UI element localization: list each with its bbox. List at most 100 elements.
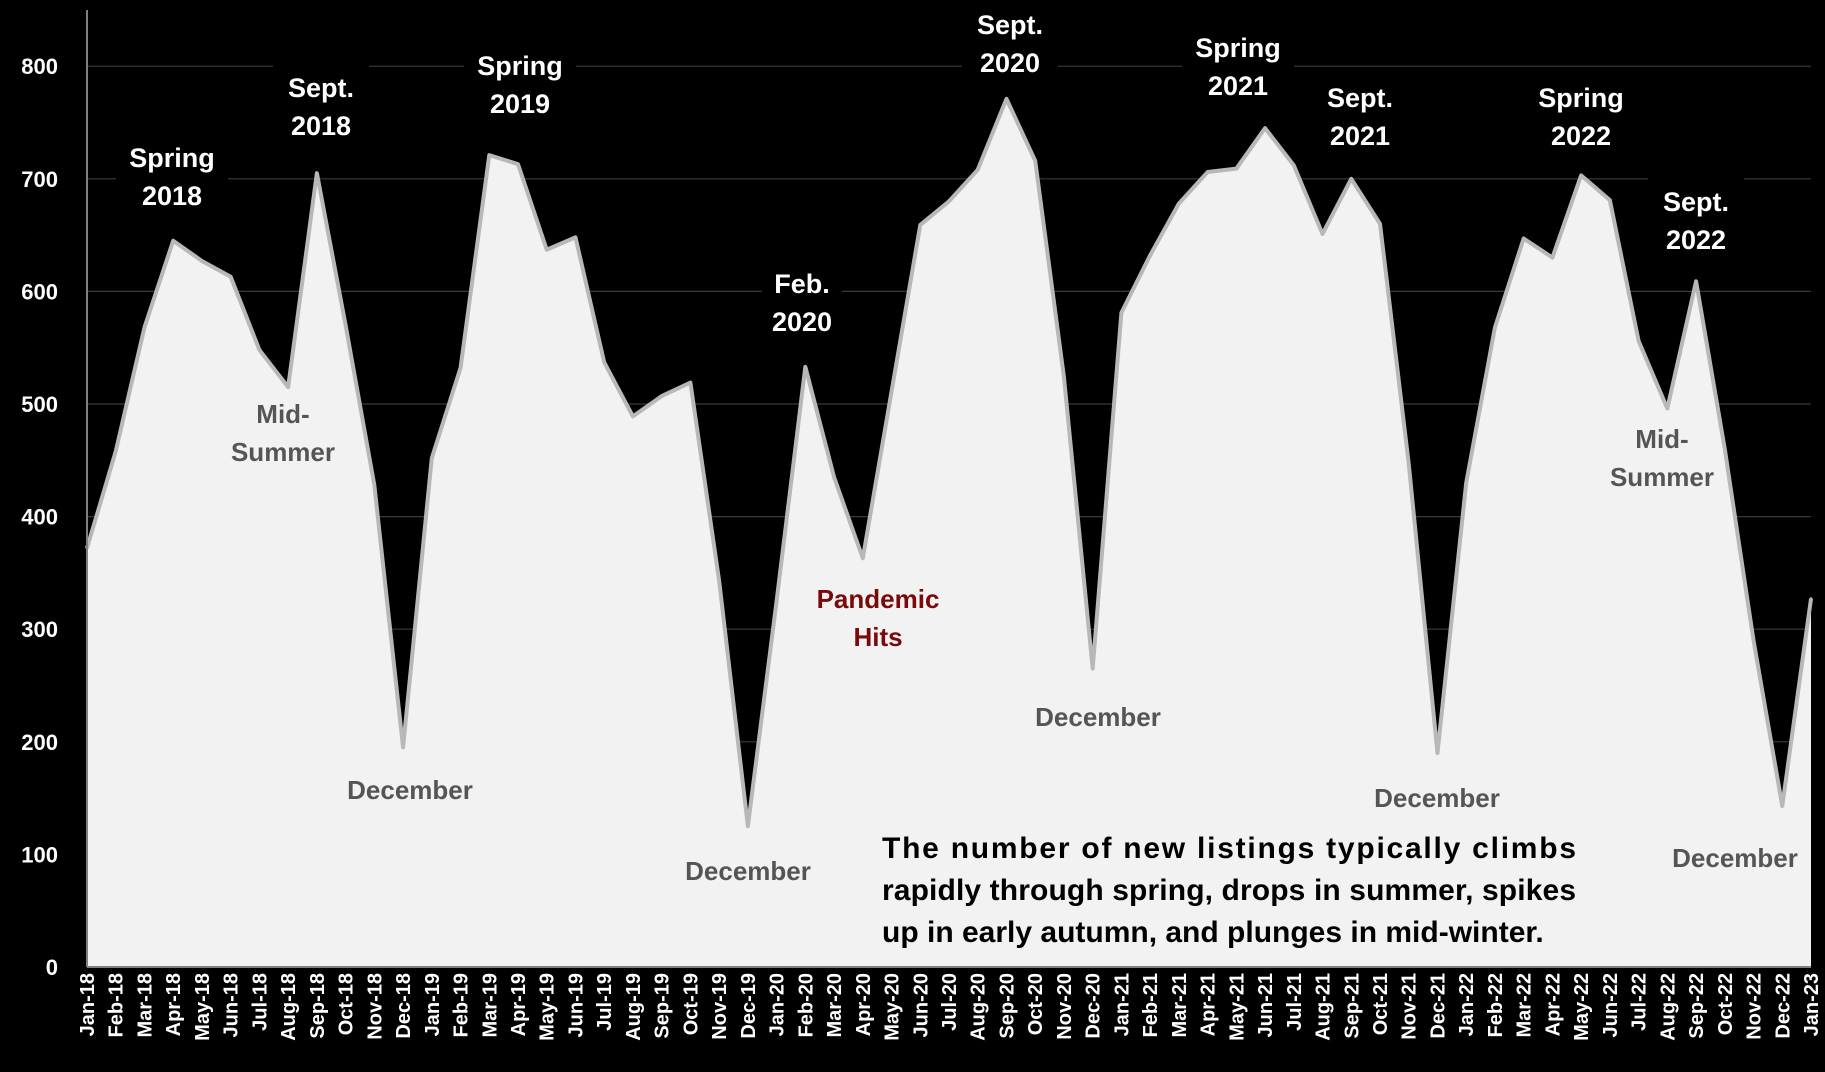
area-fill [87, 98, 1811, 968]
data-point [1234, 167, 1238, 171]
x-tick-label: Oct-19 [680, 973, 702, 1035]
note-text: The number of new listings typically cli… [882, 832, 1576, 949]
x-tick-label: Jun-18 [221, 973, 243, 1037]
x-tick-label: Mar-18 [134, 973, 156, 1037]
x-tick-label: Apr-19 [508, 973, 530, 1036]
x-tick-label: Aug-20 [968, 973, 990, 1041]
data-point [1522, 236, 1526, 240]
data-point [1435, 751, 1439, 755]
y-tick-label: 700 [21, 167, 58, 192]
x-tick-label: Mar-19 [479, 973, 501, 1037]
x-tick-label: Dec-21 [1427, 973, 1449, 1039]
data-point [430, 456, 434, 460]
data-point [1263, 126, 1267, 130]
data-point [688, 381, 692, 385]
annotation-spring-2018: Spring 2018 [129, 143, 215, 211]
x-tick-label: Dec-22 [1772, 973, 1794, 1039]
y-tick-label: 300 [21, 617, 58, 642]
data-point [976, 168, 980, 172]
area-series [85, 96, 1813, 968]
annotation-pandemic-hits: Pandemic Hits [817, 584, 940, 652]
annotation-mask [464, 36, 576, 116]
x-tick-label: Jan-18 [77, 973, 99, 1036]
data-point [631, 414, 635, 418]
data-point [487, 153, 491, 157]
data-point [1177, 202, 1181, 206]
x-tick-label: Feb-20 [795, 973, 817, 1037]
x-tick-label: Nov-22 [1744, 973, 1766, 1040]
data-point [545, 248, 549, 252]
annotation-mask [1525, 68, 1637, 148]
x-tick-label: Nov-18 [364, 973, 386, 1040]
data-point [1033, 159, 1037, 163]
data-point [1608, 198, 1612, 202]
annotation-sept-2022: Sept. 2022 [1663, 187, 1729, 255]
data-point [1349, 177, 1353, 181]
data-point [171, 239, 175, 243]
annotation-december-2021: December [1374, 783, 1500, 813]
annotation-spring-2022: Spring 2022 [1538, 83, 1624, 151]
x-tick-label: Dec-19 [738, 973, 760, 1039]
y-tick-label: 800 [21, 54, 58, 79]
data-point [1321, 232, 1325, 236]
data-point [229, 275, 233, 279]
x-tick-label: Sep-22 [1686, 973, 1708, 1039]
data-point [890, 390, 894, 394]
data-point [1148, 253, 1152, 257]
note-line: up in early autumn, and plunges in mid-w… [882, 916, 1544, 949]
annotation-sept-2020: Sept. 2020 [977, 10, 1043, 78]
annotations: Spring 2018 Sept. 2018 Mid-Summer December Spr… [116, 0, 1798, 886]
data-point [459, 366, 463, 370]
annotation-spring-2019: Spring 2019 [477, 51, 563, 119]
x-tick-label: Apr-18 [163, 973, 185, 1036]
data-point [200, 259, 204, 263]
y-tick-label: 100 [21, 842, 58, 867]
annotation-spring-2021: Spring 2021 [1195, 33, 1281, 101]
annotation-mid-summer-2022: Mid-Summer [1610, 424, 1714, 492]
data-point [1206, 170, 1210, 174]
x-tick-label: Mar-21 [1169, 973, 1191, 1037]
x-tick-label: Mar-22 [1514, 973, 1536, 1037]
data-point [832, 475, 836, 479]
data-point [1119, 311, 1123, 315]
x-tick-label: Jan-22 [1456, 973, 1478, 1036]
annotation-mask [1648, 172, 1744, 252]
annotation-december-2022: December [1672, 843, 1798, 873]
x-tick-label: Aug-18 [278, 973, 300, 1041]
annotation-mask [962, 0, 1058, 75]
x-tick-label: Apr-22 [1542, 973, 1564, 1036]
x-tick-label: Mar-20 [824, 973, 846, 1037]
data-point [315, 171, 319, 175]
data-point [1378, 222, 1382, 226]
x-tick-label: Jul-18 [249, 973, 271, 1031]
data-point [344, 323, 348, 327]
data-point [401, 745, 405, 749]
data-point [947, 199, 951, 203]
x-tick-label: Jun-21 [1255, 973, 1277, 1037]
annotation-mask [1182, 18, 1294, 98]
y-tick-label: 400 [21, 505, 58, 530]
x-tick-label: May-19 [537, 973, 559, 1041]
data-point [142, 325, 146, 329]
x-tick-label: Jan-23 [1801, 973, 1823, 1036]
x-tick-label: Jun-19 [565, 973, 587, 1037]
x-tick-label: Sep-21 [1341, 973, 1363, 1039]
x-tick-label: Jul-21 [1284, 973, 1306, 1031]
data-point [372, 483, 376, 487]
x-tick-label: Aug-21 [1313, 973, 1335, 1041]
data-point [1550, 256, 1554, 260]
x-tick-label: Oct-20 [1025, 973, 1047, 1035]
annotation-mid-summer-2018: Mid-Summer [231, 399, 335, 467]
x-tick-label: Jul-22 [1629, 973, 1651, 1031]
x-tick-label: Oct-18 [336, 973, 358, 1035]
data-point [516, 162, 520, 166]
x-tick-label: Feb-18 [106, 973, 128, 1037]
x-axis: Jan-18 Feb-18 Mar-18 Apr-18 May-18 Jun-18 Jul-… [77, 973, 1823, 1041]
data-point [1752, 638, 1756, 642]
y-tick-label: 500 [21, 392, 58, 417]
data-point [1464, 481, 1468, 485]
x-tick-label: Feb-19 [451, 973, 473, 1037]
x-tick-label: Sep-19 [652, 973, 674, 1039]
data-point [1665, 407, 1669, 410]
annotation-sept-2018: Sept. 2018 [288, 73, 354, 141]
